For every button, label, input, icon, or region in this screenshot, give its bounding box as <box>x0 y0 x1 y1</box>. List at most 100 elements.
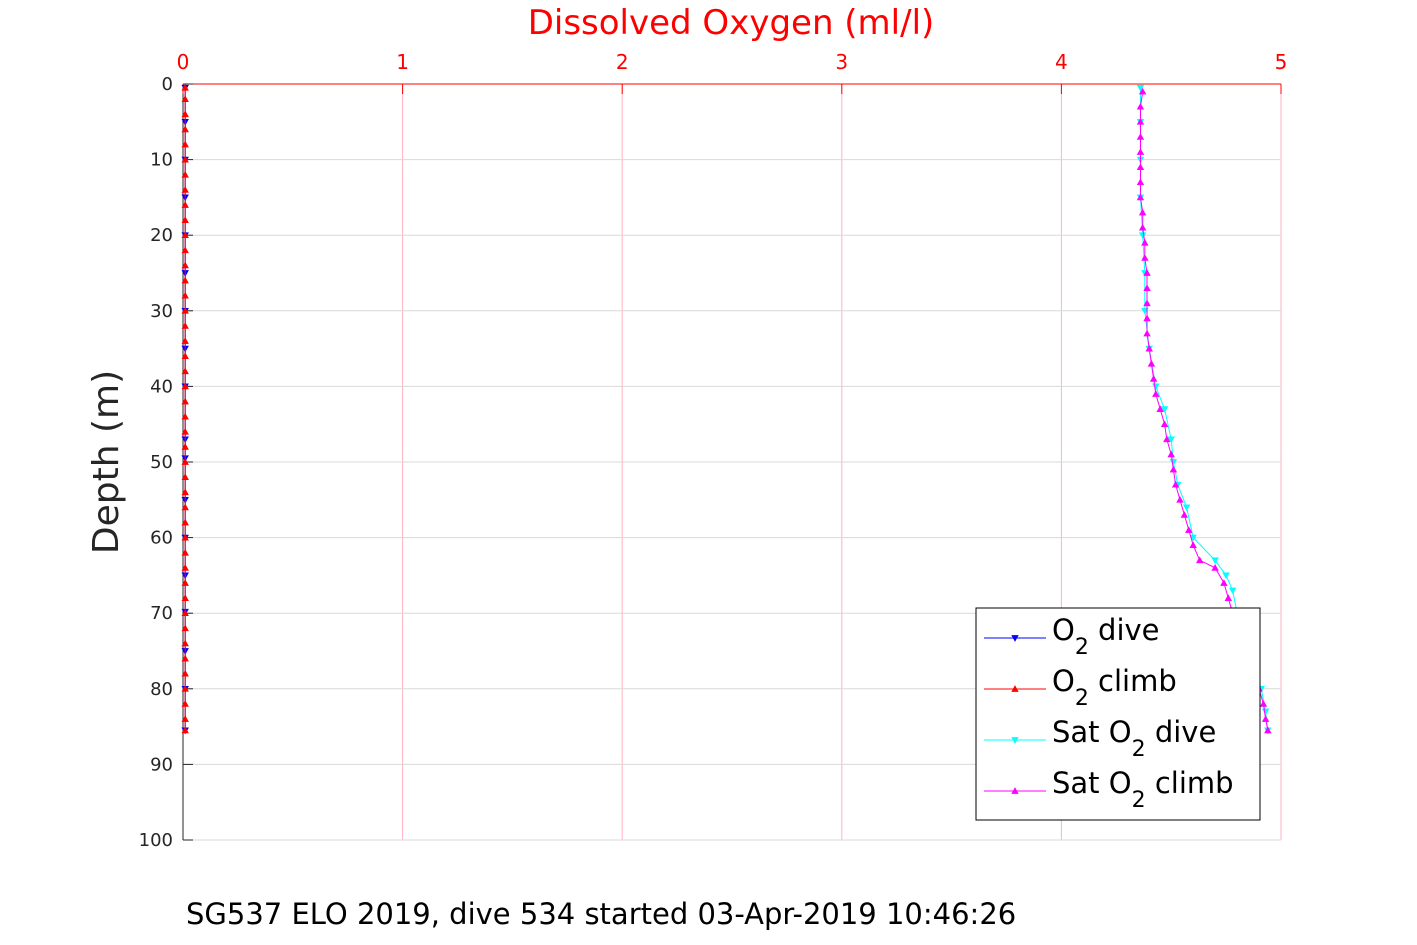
data-point <box>1141 238 1149 246</box>
legend-label-tail: dive <box>1146 715 1217 749</box>
y-tick-label: 80 <box>150 679 173 700</box>
data-point <box>1171 480 1180 488</box>
data-point <box>181 726 189 734</box>
data-point <box>1222 572 1230 580</box>
series-o2-climb <box>181 83 189 734</box>
data-point <box>1261 715 1270 722</box>
data-point <box>1136 117 1145 125</box>
data-point <box>1136 163 1145 171</box>
data-point <box>181 533 189 541</box>
data-point <box>181 276 189 284</box>
data-point <box>181 579 189 586</box>
x-tick-label: 0 <box>177 50 190 74</box>
data-point <box>1136 84 1145 92</box>
data-point <box>181 201 189 208</box>
data-point <box>181 564 189 571</box>
x-tick-label: 2 <box>616 50 629 74</box>
y-tick-label: 10 <box>150 150 173 171</box>
data-point <box>181 170 189 178</box>
data-point <box>1138 208 1147 216</box>
data-point <box>181 609 189 617</box>
data-point <box>1143 329 1151 337</box>
legend-label-tail: dive <box>1089 613 1160 647</box>
data-point <box>1156 405 1164 412</box>
data-point <box>181 518 189 526</box>
legend-label: Sat O2 dive <box>1052 715 1216 762</box>
data-point <box>181 654 189 662</box>
data-point <box>1189 541 1197 549</box>
legend-marker <box>1011 685 1019 692</box>
data-point <box>1143 284 1151 291</box>
legend-marker <box>1011 635 1019 642</box>
x-tick-label: 3 <box>835 50 848 74</box>
dive-caption: SG537 ELO 2019, dive 534 started 03-Apr-… <box>186 897 1017 931</box>
legend-label-main: O <box>1052 613 1075 647</box>
data-point <box>1264 726 1272 734</box>
data-point <box>181 624 189 632</box>
data-point <box>181 125 189 133</box>
legend-label-subscript: 2 <box>1075 686 1089 711</box>
data-point <box>1136 102 1145 110</box>
data-point <box>181 715 189 722</box>
legend-marker <box>1011 787 1019 794</box>
y-tick-label: 50 <box>150 452 173 473</box>
data-point <box>1141 254 1149 261</box>
data-point <box>1149 375 1158 382</box>
data-point <box>181 155 189 163</box>
legend-label-subscript: 2 <box>1132 788 1146 813</box>
data-point <box>1259 700 1268 707</box>
legend-entry: O2 climb <box>984 664 1177 711</box>
legend-label: Sat O2 climb <box>1052 766 1234 813</box>
data-point <box>181 684 189 692</box>
data-point <box>181 548 189 556</box>
y-axis-label: Depth (m) <box>86 370 127 554</box>
data-point <box>181 246 189 254</box>
y-tick-label: 90 <box>150 754 173 775</box>
data-point <box>181 594 189 601</box>
data-point <box>1228 587 1237 595</box>
x-tick-label: 1 <box>396 50 409 74</box>
data-point <box>181 669 189 677</box>
legend-box <box>975 607 1261 821</box>
data-point <box>1138 223 1147 231</box>
data-point <box>1196 556 1204 564</box>
y-tick-label: 60 <box>150 528 173 549</box>
y-tick-label: 0 <box>162 74 173 95</box>
legend-label-main: O <box>1052 664 1075 698</box>
data-point <box>181 382 189 390</box>
data-point <box>1138 87 1147 95</box>
data-point <box>1152 390 1160 397</box>
data-point <box>1220 579 1228 586</box>
data-point <box>1167 450 1175 458</box>
legend-label-subscript: 2 <box>1132 737 1146 762</box>
data-point <box>1136 148 1145 155</box>
data-point <box>181 443 189 450</box>
data-point <box>181 186 189 193</box>
data-point <box>181 367 189 375</box>
data-point <box>1145 344 1153 352</box>
data-point <box>181 337 189 344</box>
data-point <box>1261 708 1270 716</box>
data-point <box>181 291 189 299</box>
data-point <box>1169 465 1178 473</box>
chart-title: Dissolved Oxygen (ml/l) <box>528 3 935 43</box>
legend-entry: O2 dive <box>984 613 1160 660</box>
data-point <box>1182 504 1191 512</box>
data-point <box>181 231 189 239</box>
data-point <box>1143 314 1151 322</box>
legend-label-subscript: 2 <box>1075 635 1089 660</box>
legend-label-tail: climb <box>1146 766 1234 800</box>
legend-entry: Sat O2 climb <box>984 766 1234 813</box>
y-tick-label: 70 <box>150 603 173 624</box>
data-point <box>1143 299 1151 307</box>
data-point <box>181 639 189 647</box>
data-point <box>1211 557 1219 565</box>
data-point <box>181 216 189 223</box>
legend-label: O2 climb <box>1052 664 1177 711</box>
data-point <box>181 700 189 707</box>
data-point <box>1136 193 1145 201</box>
data-point <box>1136 133 1145 140</box>
data-point <box>1160 406 1169 413</box>
